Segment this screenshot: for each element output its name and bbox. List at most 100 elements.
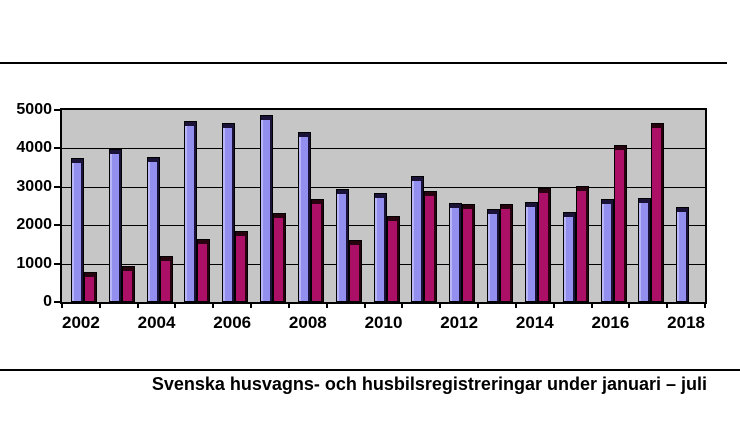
- bar-right-edge: [459, 204, 462, 301]
- bar-husvagnar-2007: [260, 115, 274, 302]
- bar-husbilar-2009: [348, 240, 362, 302]
- bar-husvagnar-2003: [108, 149, 122, 302]
- chart-caption: Svenska husvagns- och husbilsregistrerin…: [151, 374, 707, 394]
- bar-top-edge: [72, 159, 83, 163]
- bar-husvagnar-2017: [638, 198, 652, 302]
- bar-top-edge: [425, 192, 437, 196]
- bar-right-edge: [547, 189, 550, 301]
- bar-top-edge: [374, 194, 386, 198]
- bar-top-edge: [274, 214, 286, 218]
- bar-right-edge: [307, 133, 310, 301]
- x-axis-tick: [401, 302, 404, 308]
- x-axis-tick: [628, 302, 631, 308]
- x-axis-tick: [590, 302, 593, 308]
- bar-top-edge: [349, 241, 361, 245]
- bar-top-edge: [336, 190, 348, 194]
- y-axis-tick-2000: [54, 224, 60, 227]
- bar-husbilar-2016: [613, 145, 627, 302]
- bar-right-edge: [421, 177, 424, 301]
- bar-top-edge: [576, 187, 588, 191]
- bar-husvagnar-2006: [222, 123, 236, 302]
- bar-right-edge: [434, 192, 437, 301]
- y-axis-label-4000: 4000: [16, 139, 52, 157]
- bar-husbilar-2004: [159, 256, 173, 302]
- bar-top-edge: [677, 208, 689, 212]
- bar-top-edge: [601, 200, 613, 204]
- bar-husvagnar-2013: [487, 209, 501, 302]
- bar-top-edge: [463, 205, 475, 209]
- bar-right-edge: [497, 210, 500, 301]
- bar-top-edge: [525, 203, 537, 207]
- bar-right-edge: [118, 150, 121, 301]
- bar-top-edge: [185, 122, 197, 126]
- bar-top-edge: [639, 199, 651, 203]
- x-axis-label-2014: 2014: [515, 313, 554, 332]
- x-axis-tick: [136, 302, 139, 308]
- bar-top-edge: [311, 200, 323, 204]
- bar-husvagnar-2018: [676, 207, 690, 302]
- y-axis-tick-3000: [54, 185, 60, 188]
- bar-right-edge: [661, 124, 664, 301]
- x-axis-label-2018: 2018: [667, 313, 705, 332]
- x-axis-tick: [212, 302, 215, 308]
- bar-top-edge: [412, 177, 424, 181]
- bar-husbilar-2012: [462, 204, 476, 302]
- bar-husvagnar-2015: [562, 212, 576, 302]
- bar-husbilar-2017: [651, 123, 665, 302]
- bar-husbilar-2011: [424, 191, 438, 302]
- x-axis-label-2008: 2008: [288, 313, 327, 332]
- bottom-rule: [0, 369, 740, 371]
- bar-right-edge: [270, 116, 273, 301]
- bar-right-edge: [169, 257, 172, 301]
- bar-top-edge: [147, 158, 159, 162]
- bar-top-edge: [563, 213, 575, 217]
- bar-husbilar-2015: [575, 186, 589, 302]
- bar-right-edge: [194, 122, 197, 301]
- x-axis-tick: [250, 302, 253, 308]
- bar-husbilar-2014: [537, 188, 551, 302]
- y-axis-label-2000: 2000: [16, 216, 52, 234]
- bar-right-edge: [396, 217, 399, 301]
- x-axis-tick: [325, 302, 328, 308]
- bar-right-edge: [510, 205, 513, 301]
- bar-right-edge: [610, 200, 613, 301]
- x-axis-tick: [552, 302, 555, 308]
- bar-husbilar-2013: [500, 204, 514, 302]
- y-axis-tick-1000: [54, 262, 60, 265]
- x-axis-tick: [514, 302, 517, 308]
- x-axis-tick: [363, 302, 366, 308]
- bar-right-edge: [623, 146, 626, 301]
- bar-husvagnar-2010: [373, 193, 387, 302]
- bar-husvagnar-2002: [71, 158, 84, 302]
- bar-top-edge: [450, 204, 462, 208]
- y-axis-tick-0: [54, 301, 60, 303]
- bar-top-edge: [652, 124, 664, 128]
- bar-husbilar-2008: [310, 199, 324, 302]
- x-axis-tick: [287, 302, 290, 308]
- bar-right-edge: [686, 208, 689, 301]
- y-axis-label-5000: 5000: [16, 101, 52, 118]
- x-axis-tick: [174, 302, 177, 308]
- x-axis-label-2010: 2010: [364, 313, 403, 332]
- bar-husbilar-2002: [84, 272, 97, 302]
- bar-top-edge: [261, 116, 273, 120]
- bar-husvagnar-2016: [600, 199, 614, 302]
- x-axis-tick: [704, 302, 706, 308]
- x-axis-tick: [98, 302, 101, 308]
- x-axis-label-2016: 2016: [591, 313, 630, 332]
- bar-husbilar-2010: [386, 216, 400, 302]
- bar-right-edge: [358, 241, 361, 301]
- bar-top-edge: [614, 146, 626, 150]
- bar-husbilar-2003: [121, 266, 135, 302]
- x-axis-label-2012: 2012: [440, 313, 479, 332]
- x-axis-label-2004: 2004: [137, 313, 176, 332]
- bar-top-edge: [85, 273, 96, 277]
- bar-top-edge: [488, 210, 500, 214]
- bar-husvagnar-2012: [449, 203, 463, 302]
- bar-husbilar-2006: [235, 231, 249, 302]
- bar-top-edge: [236, 232, 248, 236]
- bar-husvagnar-2008: [297, 132, 311, 302]
- bar-top-edge: [387, 217, 399, 221]
- y-axis-label-3000: 3000: [16, 177, 52, 195]
